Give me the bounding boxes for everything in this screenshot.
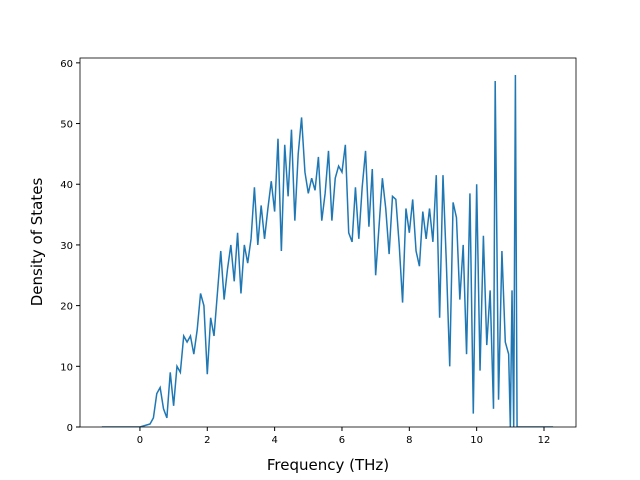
y-tick-label: 10 [60,362,73,373]
x-tick-label: 4 [271,435,277,446]
y-tick-label: 30 [60,241,73,252]
x-tick-label: 12 [538,435,551,446]
y-tick-label: 0 [67,423,73,434]
x-tick-label: 10 [470,435,483,446]
y-tick-label: 40 [60,180,73,191]
x-axis-label: Frequency (THz) [267,456,389,474]
x-tick-label: 0 [137,435,143,446]
y-tick-label: 20 [60,302,73,313]
x-tick-label: 6 [339,435,345,446]
y-tick-label: 50 [60,120,73,131]
line [101,74,554,427]
y-tick-label: 60 [60,59,73,70]
x-tick-label: 8 [406,435,412,446]
y-axis-label: Density of States [28,178,46,307]
plot-frame [79,57,577,428]
x-tick-label: 2 [204,435,210,446]
